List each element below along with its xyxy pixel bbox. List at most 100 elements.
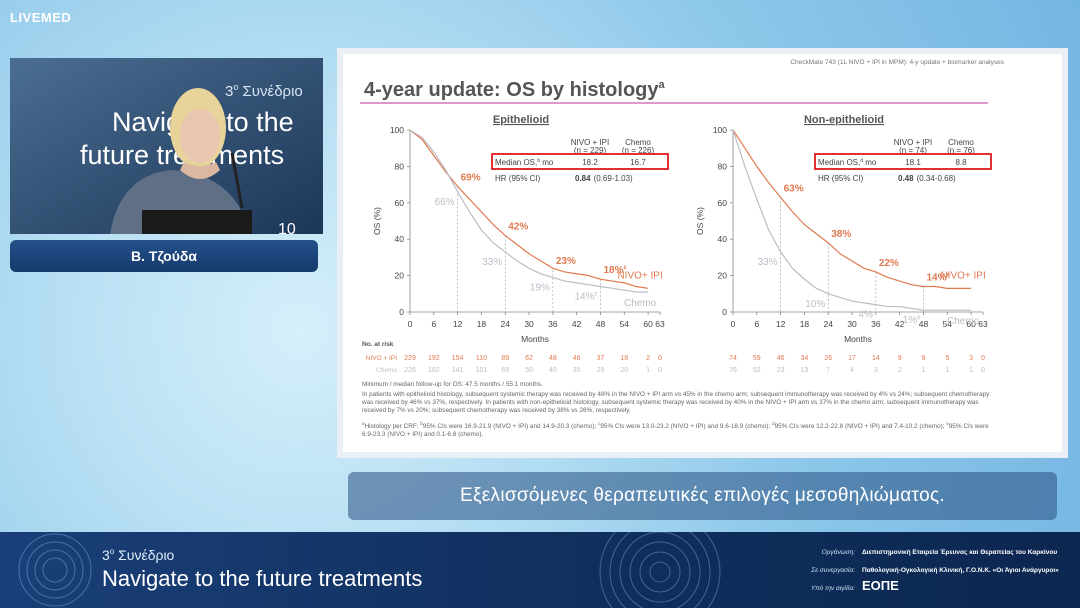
slide-title: 4-year update: OS by histologya [364, 79, 666, 101]
risk-count: 18 [620, 355, 628, 362]
risk-count: 69 [501, 367, 509, 374]
risk-count: 29 [597, 367, 605, 374]
risk-count: 13 [801, 367, 809, 374]
annotation-label: 4% [858, 310, 873, 321]
risk-count: 1 [969, 367, 973, 374]
footnotes: aHistology per CRF; b95% CIs were 16.9-2… [362, 420, 992, 439]
median-label-text: Median OS, [495, 158, 537, 167]
person-neck [180, 162, 220, 179]
hr-value: 0.84 (0.69-1.03) [575, 174, 633, 183]
hr-ci: (0.34-0.68) [917, 174, 956, 183]
risk-count: 23 [777, 367, 785, 374]
x-tick-label: 18 [477, 319, 487, 329]
swirl-right [599, 532, 721, 608]
median-sup: b [537, 158, 540, 164]
highlight-box [491, 153, 669, 170]
x-tick-label: 48 [919, 319, 929, 329]
risk-label: NIVO + IPI [366, 355, 397, 362]
annotation-label: 1% [903, 315, 918, 326]
x-tick-label: 60 [643, 319, 653, 329]
x-tick-label: 12 [776, 319, 786, 329]
risk-count: 89 [501, 355, 509, 362]
footnote-mark: d [772, 421, 775, 426]
risk-count: 50 [525, 367, 533, 374]
annotation: 10% [805, 299, 825, 310]
slide: CheckMate 743 (1L NIVO + IPI in MPM): 4-… [343, 54, 1062, 452]
risk-count: 14 [872, 355, 880, 362]
y-axis-label: OS (%) [695, 207, 705, 235]
x-tick-label: 36 [548, 319, 558, 329]
annotation-label: 18% [603, 265, 623, 276]
risk-count: 226 [404, 367, 416, 374]
annotation-label: 66% [435, 197, 455, 208]
median-value: 18.2 [582, 158, 598, 167]
risk-count: 2 [646, 355, 650, 362]
annotation-label: 69% [461, 172, 481, 183]
person-face [180, 109, 220, 163]
credit-label: Υπό την αιγίδα: [811, 584, 855, 592]
footnote-mark: b [420, 421, 423, 426]
y-tick-label: 40 [718, 234, 728, 244]
risk-count: 5 [945, 355, 949, 362]
annotation: 63% [784, 183, 804, 194]
caption: Εξελισσόμενες θεραπευτικές επιλογές μεσο… [348, 472, 1057, 520]
x-tick-label: 54 [943, 319, 953, 329]
annotation-label: 22% [879, 258, 899, 269]
slide-canvas: CheckMate 743 (1L NIVO + IPI in MPM): 4-… [360, 59, 1005, 374]
credit-text: ΕΟΠΕ [862, 578, 899, 593]
survival-curve [732, 129, 972, 289]
median-value: 18.1 [905, 158, 921, 167]
risk-count: 229 [404, 355, 416, 362]
credit-text: Διεπιστημονική Εταιρεία Έρευνας και Θερα… [862, 549, 1057, 556]
risk-count: 0 [981, 355, 985, 362]
risk-count: 4 [850, 367, 854, 374]
y-tick-label: 60 [718, 198, 728, 208]
y-tick-label: 60 [395, 198, 405, 208]
annotation: 4% [858, 310, 873, 321]
risk-count: 26 [824, 355, 832, 362]
annotation: 18%c [603, 265, 627, 276]
x-tick-label: 0 [408, 319, 413, 329]
hr-label: HR (95% CI) [495, 174, 541, 183]
annotation-sup: c [594, 292, 597, 298]
risk-count: 3 [969, 355, 973, 362]
hr-estimate: 0.84 [575, 174, 591, 183]
banner-edition: 3ο Συνέδριο [102, 547, 175, 563]
annotation-label: 33% [758, 257, 778, 268]
annotation: 1%e [903, 315, 921, 326]
annotation: 14%c [574, 292, 597, 303]
banner-bg [0, 532, 1080, 608]
risk-count: 52 [753, 367, 761, 374]
annotation-label: 38% [831, 229, 851, 240]
note: In patients with epithelioid histology, … [362, 391, 990, 414]
highlight-box [814, 153, 992, 170]
annotation: 14%e [926, 273, 950, 284]
y-tick-label: 100 [390, 125, 404, 135]
credit-label: Σε συνεργασία: [810, 566, 855, 574]
y-tick-label: 20 [718, 271, 728, 281]
survival-curve [732, 129, 972, 311]
median-unit: mo [863, 158, 877, 167]
annotation: 22% [879, 258, 899, 269]
banner-title: Navigate to the future treatments [102, 566, 422, 591]
risk-count: 1 [945, 367, 949, 374]
followup: Minimum / median follow-up for OS: 47.5 … [362, 381, 543, 388]
table-header: Chemo [948, 138, 974, 147]
x-tick-label: 63 [655, 319, 665, 329]
video-feed: 3ο Συνέδριο Navigate to the future treat… [10, 58, 323, 234]
annotation-label: 63% [784, 183, 804, 194]
x-tick-label: 63 [978, 319, 988, 329]
risk-count: 0 [981, 367, 985, 374]
x-tick-label: 18 [800, 319, 810, 329]
risk-count: 34 [801, 355, 809, 362]
median-label-text: Median OS, [818, 158, 860, 167]
risk-count: 17 [848, 355, 856, 362]
risk-title: No. at risk [362, 341, 394, 348]
risk-count: 182 [428, 367, 440, 374]
table-header-n: (n = 74) [899, 146, 927, 155]
x-tick-label: 0 [731, 319, 736, 329]
x-tick-label: 24 [824, 319, 834, 329]
risk-count: 110 [476, 355, 487, 362]
annotation-label: 14% [574, 292, 594, 303]
credit-text: Παθολογική-Ογκολογική Κλινική, Γ.Ο.Ν.Κ. … [862, 566, 1059, 574]
